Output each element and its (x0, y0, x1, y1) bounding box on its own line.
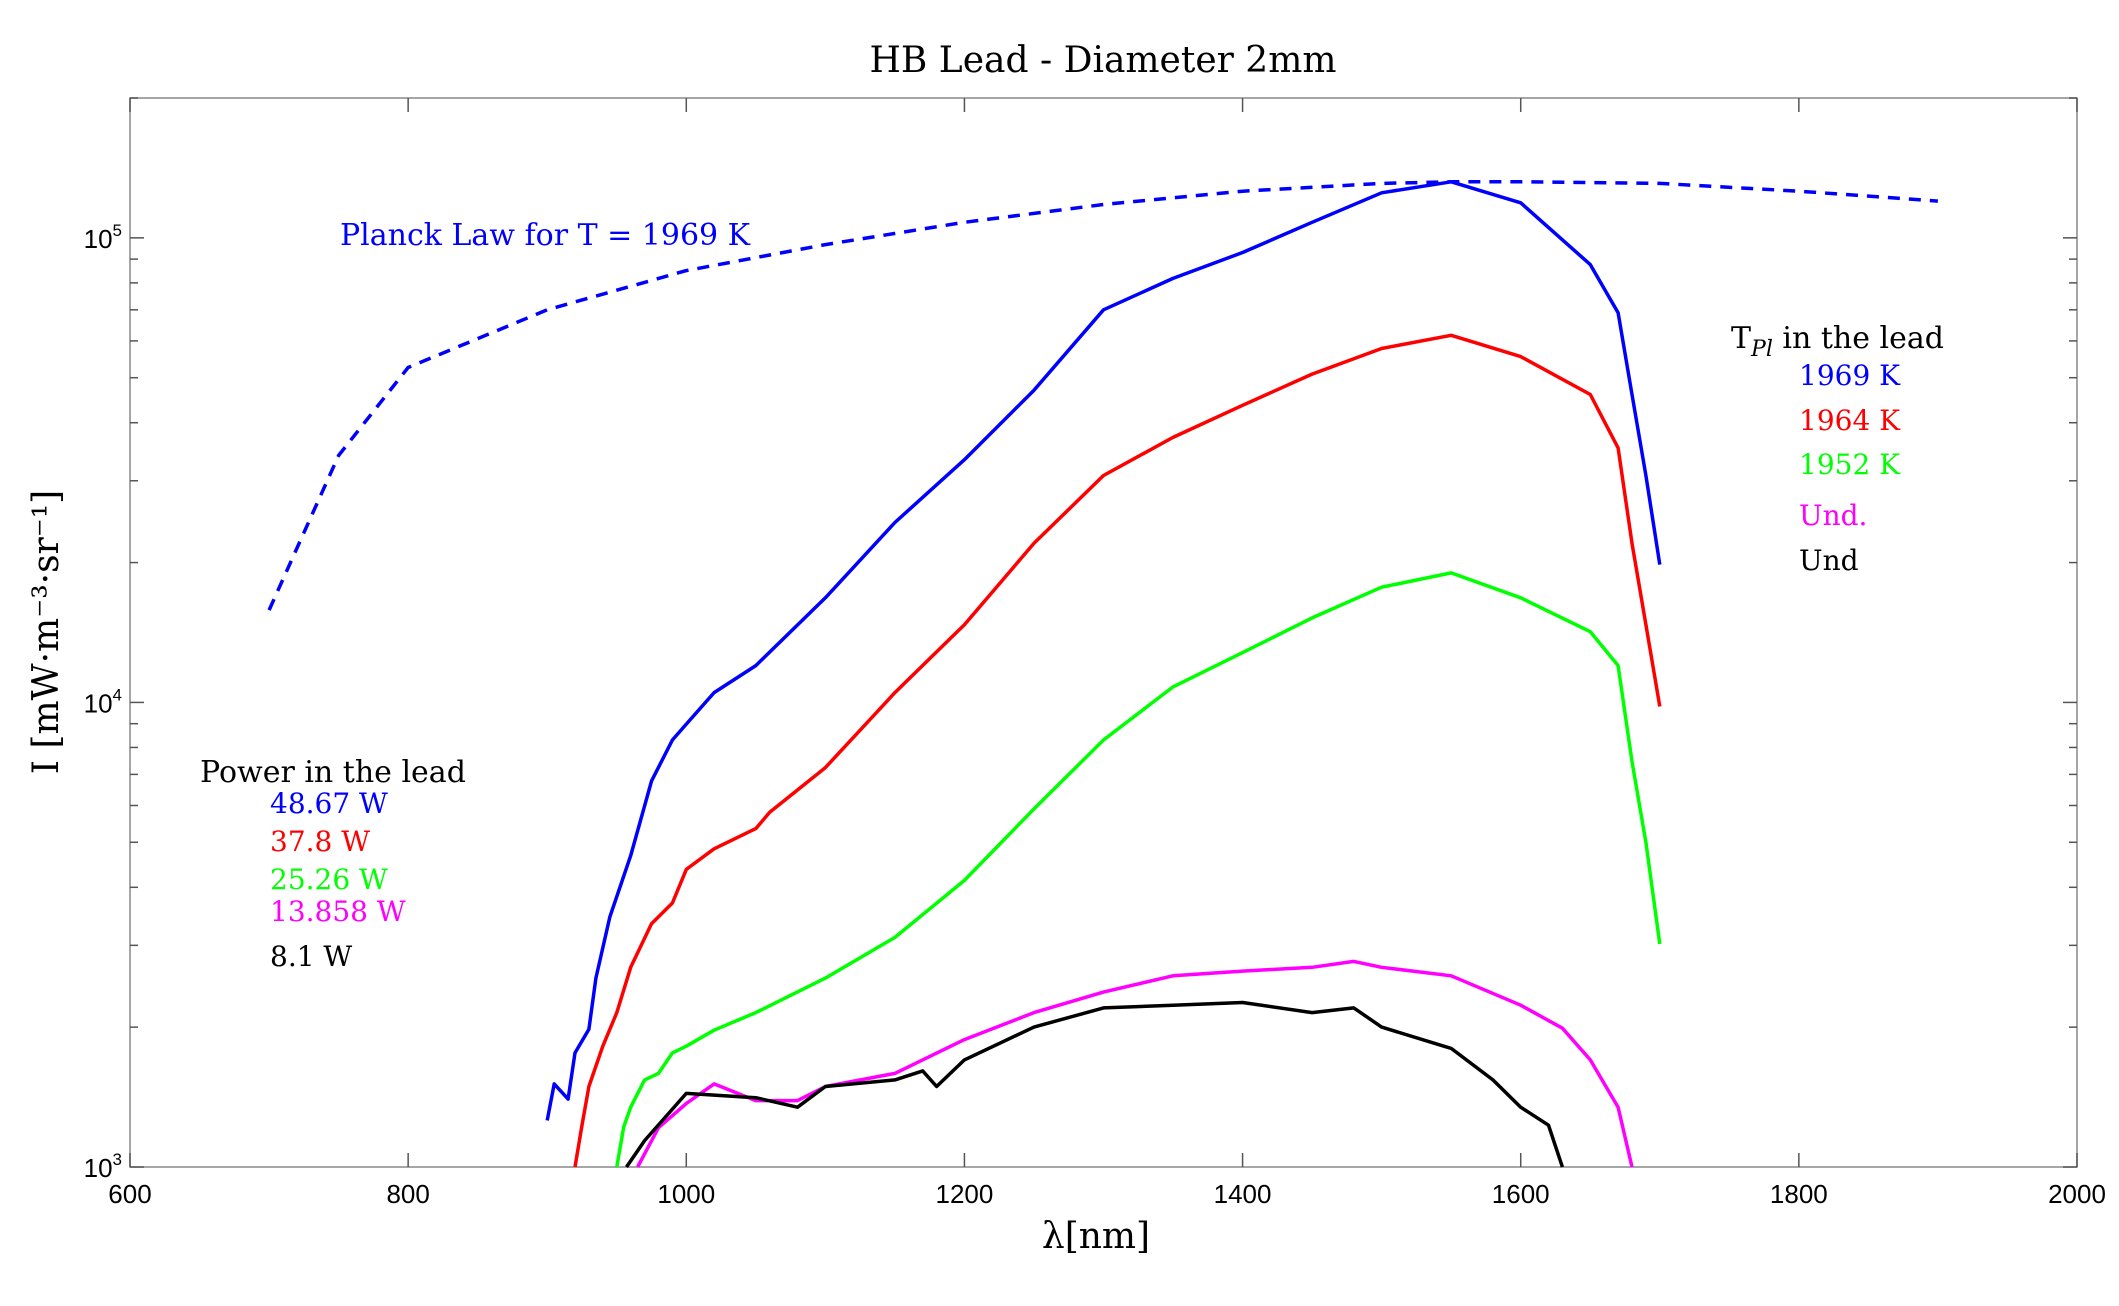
legend-temp-entry: Und. (1799, 499, 1867, 532)
series-line (636, 959, 1634, 1168)
y-tick-label: 104 (84, 685, 122, 718)
legend-power-entry: 48.67 W (270, 787, 388, 820)
legend-temp-entry: Und (1799, 544, 1859, 577)
x-tick-label: 1800 (1770, 1179, 1828, 1209)
legend-temp-title-rest: in the lead (1773, 321, 1944, 356)
legend-power-title: Power in the lead (200, 755, 466, 790)
y-tick-label-base: 10 (84, 1153, 113, 1183)
series-line (545, 180, 1662, 1121)
legend-power-entry: 13.858 W (270, 895, 406, 928)
y-tick-label-exp: 5 (113, 221, 122, 240)
x-tick-label: 800 (386, 1179, 429, 1209)
y-tick-label-exp: 4 (113, 685, 122, 704)
legend-power: Power in the lead 48.67 W 37.8 W 25.26 W… (200, 755, 466, 973)
series-line (625, 1000, 1565, 1168)
legend-power-entry: 25.26 W (270, 863, 388, 896)
legend-power-entry: 37.8 W (270, 825, 370, 858)
legend-temp-entry: 1964 K (1799, 404, 1901, 437)
y-tick-label: 103 (84, 1150, 122, 1183)
series-line (573, 333, 1662, 1168)
y-tick-label-base: 10 (84, 688, 113, 718)
planck-annotation: Planck Law for T = 1969 K (340, 218, 751, 253)
x-tick-label: 1600 (1492, 1179, 1550, 1209)
y-axis-label: I [mW·m⁻³·sr⁻¹] (26, 490, 67, 774)
y-tick-label-exp: 3 (113, 1150, 122, 1169)
x-axis-label: λ[nm] (1042, 1216, 1150, 1257)
x-tick-label: 1200 (936, 1179, 994, 1209)
legend-temperature: TPl in the lead 1969 K 1964 K 1952 K Und… (1731, 321, 1944, 577)
x-tick-label: 2000 (2048, 1179, 2106, 1209)
x-tick-label: 1000 (657, 1179, 715, 1209)
series-line (615, 571, 1662, 1168)
legend-temp-entry: 1952 K (1799, 448, 1901, 481)
series-group (267, 180, 1939, 1168)
y-tick-label-base: 10 (84, 224, 113, 254)
x-tick-label: 1400 (1214, 1179, 1272, 1209)
y-tick-label: 105 (84, 221, 122, 254)
chart-title: HB Lead - Diameter 2mm (870, 40, 1337, 81)
legend-temp-entry: 1969 K (1799, 359, 1901, 392)
legend-power-entry: 8.1 W (270, 940, 352, 973)
plot-area (129, 97, 2078, 1168)
legend-temp-title-sub: Pl (1750, 337, 1773, 362)
x-tick-label: 600 (108, 1179, 151, 1209)
legend-temp-title: TPl in the lead (1731, 321, 1944, 362)
legend-temp-title-main: T (1731, 321, 1751, 356)
